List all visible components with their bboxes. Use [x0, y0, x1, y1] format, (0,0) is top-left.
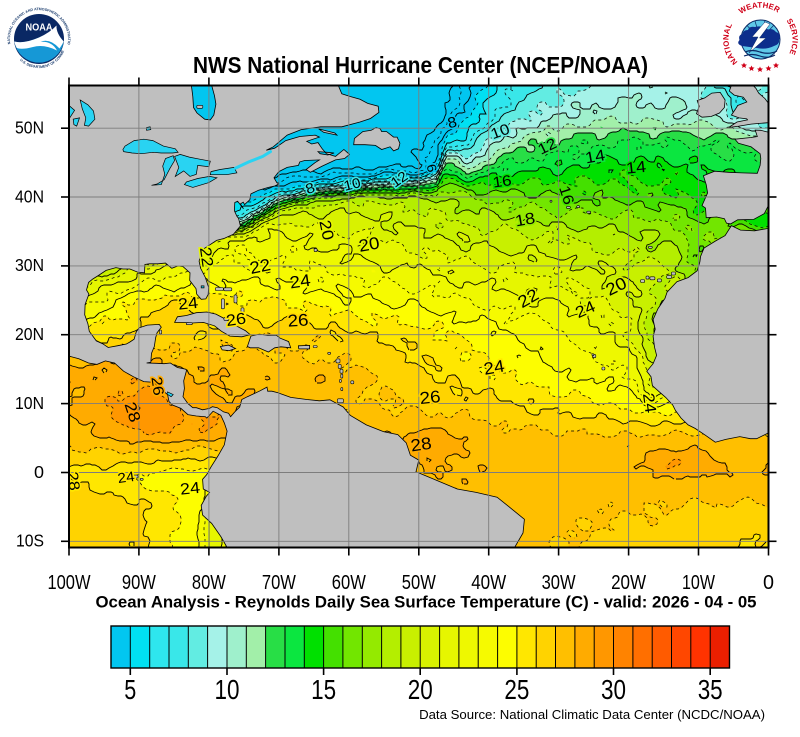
svg-text:90W: 90W: [122, 571, 157, 594]
svg-text:24: 24: [179, 480, 201, 499]
svg-text:30W: 30W: [542, 571, 577, 594]
svg-text:10S: 10S: [16, 531, 44, 551]
svg-text:40N: 40N: [15, 186, 44, 206]
svg-text:16: 16: [492, 172, 513, 191]
svg-text:30: 30: [601, 674, 626, 705]
svg-text:24: 24: [639, 392, 659, 414]
svg-text:35: 35: [698, 674, 723, 705]
svg-text:22: 22: [196, 246, 216, 268]
svg-text:20: 20: [357, 233, 381, 255]
svg-text:30N: 30N: [15, 255, 44, 275]
svg-text:20: 20: [408, 674, 433, 705]
svg-text:NWS National Hurricane Center: NWS National Hurricane Center (NCEP/NOAA…: [193, 52, 648, 78]
svg-text:20: 20: [315, 219, 336, 242]
svg-text:14: 14: [584, 147, 607, 167]
svg-text:14: 14: [625, 159, 647, 178]
svg-text:18: 18: [514, 210, 537, 230]
svg-text:25: 25: [504, 674, 529, 705]
svg-text:10W: 10W: [682, 571, 716, 594]
svg-text:15: 15: [311, 674, 336, 705]
svg-text:24: 24: [177, 295, 199, 314]
svg-text:26: 26: [287, 310, 309, 330]
svg-text:10: 10: [342, 174, 363, 194]
svg-text:20N: 20N: [15, 324, 44, 344]
svg-text:28: 28: [409, 434, 432, 456]
svg-text:0: 0: [763, 571, 774, 594]
svg-text:0: 0: [34, 462, 44, 482]
svg-text:NOAA: NOAA: [26, 23, 53, 34]
svg-text:80W: 80W: [192, 571, 227, 594]
svg-text:Data Source: National Climatic: Data Source: National Climatic Data Cent…: [419, 707, 765, 722]
svg-text:50W: 50W: [402, 571, 437, 594]
svg-text:10: 10: [215, 674, 240, 705]
svg-text:28: 28: [63, 471, 82, 492]
svg-text:20W: 20W: [611, 571, 647, 594]
svg-text:Ocean Analysis - Reynolds Dail: Ocean Analysis - Reynolds Daily Sea Surf…: [96, 594, 757, 612]
svg-text:100W: 100W: [48, 571, 92, 594]
svg-text:50N: 50N: [15, 118, 44, 138]
svg-text:5: 5: [124, 674, 136, 705]
svg-text:60W: 60W: [332, 571, 367, 594]
svg-text:26: 26: [225, 310, 247, 330]
svg-text:26: 26: [147, 376, 166, 397]
svg-text:24: 24: [288, 271, 311, 293]
svg-text:10N: 10N: [15, 393, 44, 413]
svg-text:70W: 70W: [262, 571, 297, 594]
svg-text:24: 24: [116, 468, 135, 486]
svg-text:40W: 40W: [471, 571, 507, 594]
svg-text:26: 26: [419, 387, 442, 408]
svg-text:24: 24: [482, 356, 506, 378]
